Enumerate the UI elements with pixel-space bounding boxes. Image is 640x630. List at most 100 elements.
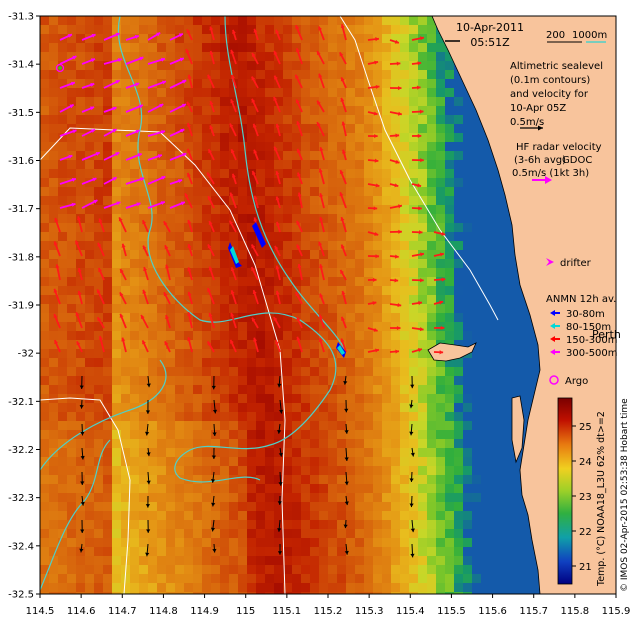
x-tick-label: 115.3 xyxy=(355,606,384,617)
velocity-arrow xyxy=(169,57,185,65)
anmn-legend-arrowhead xyxy=(550,323,555,329)
velocity-arrow xyxy=(275,29,281,41)
velocity-arrow xyxy=(164,244,171,257)
velocity-arrow xyxy=(209,100,215,113)
velocity-arrow xyxy=(55,264,61,281)
velocity-arrow xyxy=(208,266,215,281)
velocity-arrow xyxy=(80,423,85,436)
velocity-arrow xyxy=(344,471,349,486)
velocity-arrow xyxy=(250,76,259,89)
velocity-arrow xyxy=(411,109,424,114)
velocity-arrow xyxy=(187,219,193,233)
velocity-arrow xyxy=(367,277,377,282)
x-tick-label: 115.4 xyxy=(396,606,425,617)
velocity-arrow xyxy=(411,206,422,211)
velocity-arrow xyxy=(389,61,401,66)
velocity-arrow xyxy=(274,245,281,257)
velocity-arrow xyxy=(367,37,380,42)
anmn-legend-arrowhead xyxy=(550,349,555,355)
drifter-core xyxy=(58,66,62,70)
velocity-arrow xyxy=(169,32,184,41)
velocity-arrow xyxy=(433,300,444,305)
velocity-arrow xyxy=(103,176,117,185)
velocity-arrow xyxy=(367,158,379,163)
velocity-arrow xyxy=(163,291,171,305)
y-tick-label: -31.7 xyxy=(8,204,34,215)
x-tick-label: 115.8 xyxy=(561,606,590,617)
velocity-arrow xyxy=(316,121,325,137)
velocity-arrow xyxy=(169,103,187,113)
x-tick-label: 115.6 xyxy=(478,606,507,617)
velocity-arrow xyxy=(433,350,444,355)
velocity-arrow xyxy=(186,122,193,137)
velocity-arrow xyxy=(76,216,83,233)
velocity-arrow xyxy=(253,28,259,41)
velocity-arrow xyxy=(273,50,281,65)
velocity-arrow xyxy=(253,195,259,209)
velocity-arrow xyxy=(367,111,378,116)
velocity-arrow xyxy=(145,543,150,557)
velocity-arrow xyxy=(119,268,127,281)
velocity-arrow xyxy=(319,264,325,281)
velocity-arrow xyxy=(231,74,237,89)
header-date: 10-Apr-2011 xyxy=(456,21,524,34)
header-time: 05:51Z xyxy=(470,36,510,49)
velocity-arrow xyxy=(80,519,85,533)
colorbar-tick-label: 25 xyxy=(579,422,592,433)
velocity-arrow xyxy=(212,423,217,437)
velocity-arrow xyxy=(367,206,378,211)
velocity-arrow xyxy=(81,106,95,113)
y-tick-label: -32.1 xyxy=(8,397,34,408)
velocity-arrow xyxy=(389,325,401,331)
velocity-arrow xyxy=(59,55,77,65)
velocity-arrow xyxy=(251,52,259,65)
sealevel-contours xyxy=(40,16,346,591)
velocity-arrow xyxy=(59,103,75,113)
velocity-arrow xyxy=(275,340,281,353)
altimetry-legend-arrowhead xyxy=(538,125,543,131)
y-tick-label: -32.4 xyxy=(8,541,34,552)
velocity-arrow xyxy=(409,471,414,482)
credit-text: © IMOS 02-Apr-2015 02:53:38 Hobart time xyxy=(620,398,630,592)
velocity-arrow xyxy=(77,267,83,281)
velocity-arrow xyxy=(230,267,237,281)
velocity-arrow xyxy=(409,399,414,409)
velocity-arrow xyxy=(341,121,347,137)
velocity-arrow xyxy=(146,471,151,485)
velocity-arrow xyxy=(367,60,379,65)
velocity-arrow xyxy=(186,172,193,185)
velocity-arrow xyxy=(119,313,127,329)
velocity-arrow xyxy=(81,177,97,185)
velocity-arrow xyxy=(208,312,215,329)
velocity-arrow xyxy=(409,495,414,508)
velocity-arrow xyxy=(187,311,193,329)
velocity-arrow xyxy=(147,103,164,113)
velocity-arrow xyxy=(252,289,259,305)
velocity-arrow xyxy=(411,252,425,257)
velocity-arrow xyxy=(147,154,163,161)
velocity-arrow xyxy=(278,447,283,457)
velocity-arrow xyxy=(81,33,96,41)
velocity-arrow xyxy=(389,39,400,44)
velocity-arrow xyxy=(230,99,237,113)
velocity-arrow xyxy=(210,471,216,483)
anmn-legend-item: 80-150m xyxy=(550,322,611,333)
hf-legend-overlay: GDOC xyxy=(562,155,592,166)
velocity-arrow xyxy=(210,519,216,532)
velocity-arrow xyxy=(146,447,151,457)
colorbar-tick-label: 21 xyxy=(579,562,592,573)
velocity-arrow xyxy=(296,120,303,137)
velocity-arrow xyxy=(277,519,282,532)
velocity-arrow xyxy=(340,24,347,41)
velocity-arrow xyxy=(228,220,237,233)
velocity-arrow xyxy=(411,85,421,90)
drifter-legend-icon xyxy=(546,258,554,266)
velocity-arrow xyxy=(389,111,403,116)
velocity-arrow xyxy=(343,519,348,529)
velocity-arrow xyxy=(185,48,193,65)
velocity-arrow xyxy=(103,151,120,161)
scale-depth-label: 1000m xyxy=(572,30,607,41)
velocity-arrow xyxy=(208,220,215,233)
velocity-arrow xyxy=(79,375,84,390)
